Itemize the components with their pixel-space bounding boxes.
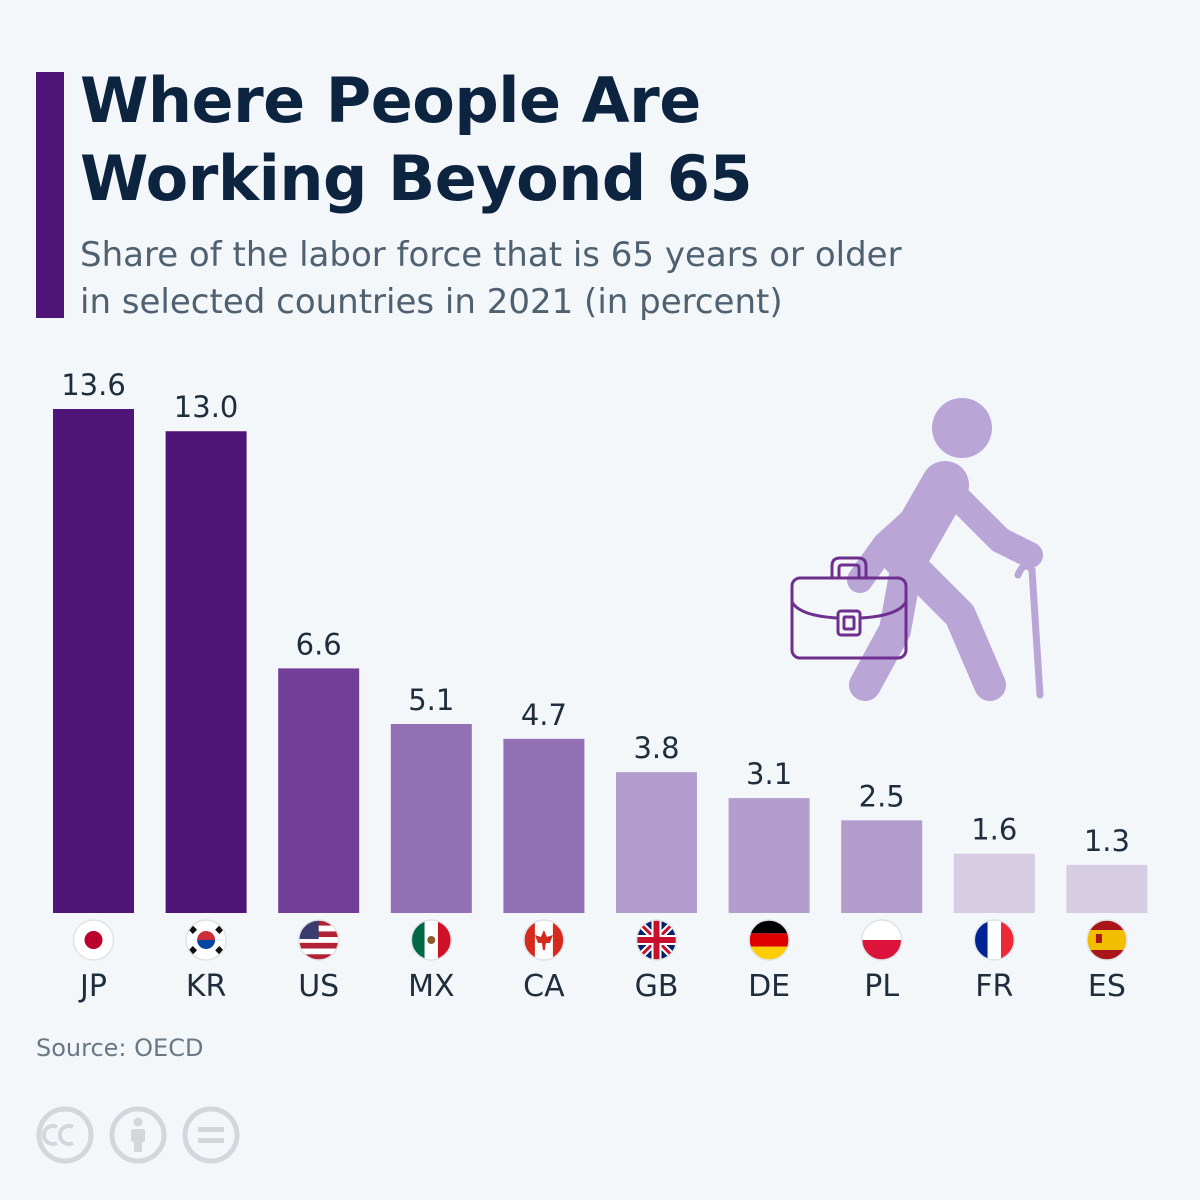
bar-fr — [953, 853, 1035, 913]
category-label-es: ES — [1088, 969, 1126, 1004]
value-label-de: 3.1 — [746, 757, 792, 791]
elderly-worker-illustration — [790, 398, 1044, 701]
bars — [53, 409, 1148, 913]
value-label-ca: 4.7 — [521, 698, 567, 732]
value-label-mx: 5.1 — [408, 683, 454, 717]
bar-kr — [165, 431, 247, 913]
briefcase-icon — [790, 556, 908, 660]
flag-poland-icon — [861, 920, 902, 960]
category-label-ca: CA — [523, 969, 565, 1004]
bar-ca — [503, 738, 585, 913]
category-labels: JP KR US MX CA GB DE PL FR ES — [78, 969, 1126, 1004]
category-label-us: US — [298, 969, 339, 1004]
bar-de — [728, 798, 810, 913]
license-icons — [36, 1106, 240, 1164]
bar-es — [1066, 864, 1148, 913]
category-label-fr: FR — [975, 969, 1013, 1004]
value-labels: 13.6 13.0 6.6 5.1 4.7 3.8 3.1 2.5 1.6 1.3 — [61, 368, 1130, 858]
category-label-gb: GB — [635, 969, 679, 1004]
cane-icon — [1014, 562, 1044, 699]
country-flags — [72, 919, 1128, 961]
person-body-icon — [847, 461, 1043, 701]
bar-mx — [390, 724, 472, 913]
category-label-mx: MX — [408, 969, 454, 1004]
subtitle-line-2: in selected countries in 2021 (in percen… — [80, 282, 783, 322]
category-label-kr: KR — [186, 969, 227, 1004]
person-head-icon — [932, 398, 992, 458]
bar-pl — [841, 820, 923, 913]
title-line-2: Working Beyond 65 — [80, 142, 753, 215]
title-line-1: Where People Are — [80, 64, 701, 137]
attribution-icon — [109, 1106, 167, 1164]
value-label-pl: 2.5 — [859, 779, 905, 813]
flag-uk-icon — [636, 920, 677, 960]
category-label-de: DE — [748, 969, 790, 1004]
title-accent-bar — [36, 72, 64, 318]
bar-chart: 13.6 13.0 6.6 5.1 4.7 3.8 3.1 2.5 1.6 1.3 JP KR US M… — [53, 368, 1148, 1004]
cc-icon — [36, 1106, 94, 1164]
no-derivatives-icon — [182, 1106, 240, 1164]
page-title: Where People Are Working Beyond 65 — [80, 62, 1080, 218]
bar-gb — [616, 772, 697, 913]
flag-spain-icon — [1086, 920, 1127, 960]
source-note: Source: OECD — [36, 1034, 204, 1062]
subtitle-line-1: Share of the labor force that is 65 year… — [80, 235, 902, 275]
page-subtitle: Share of the labor force that is 65 year… — [80, 232, 1080, 326]
category-label-pl: PL — [864, 969, 899, 1004]
flag-south-korea-icon — [186, 920, 227, 960]
flag-japan-icon — [73, 920, 114, 960]
bar-us — [278, 668, 360, 913]
bar-jp — [53, 409, 134, 913]
value-label-fr: 1.6 — [971, 813, 1017, 847]
value-label-kr: 13.0 — [174, 390, 239, 424]
value-label-jp: 13.6 — [61, 368, 126, 402]
value-label-es: 1.3 — [1084, 824, 1130, 858]
value-label-gb: 3.8 — [633, 731, 679, 765]
flag-canada-icon — [523, 920, 564, 960]
value-label-us: 6.6 — [296, 627, 342, 661]
category-label-jp: JP — [78, 969, 107, 1004]
